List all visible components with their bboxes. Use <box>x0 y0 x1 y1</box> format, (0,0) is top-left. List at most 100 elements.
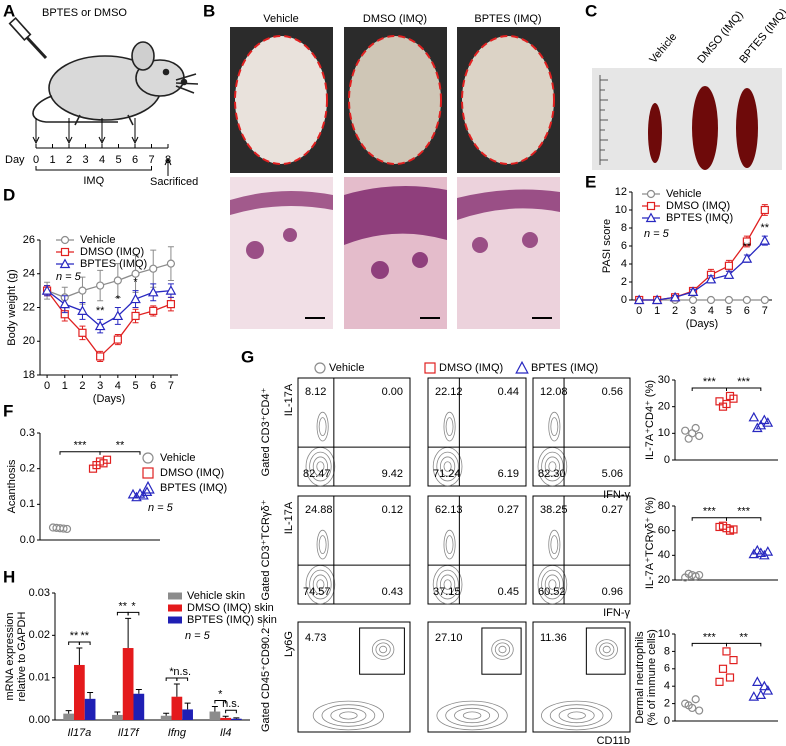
legend-label: Vehicle <box>80 234 115 246</box>
y-tick-label: 0.03 <box>29 587 50 599</box>
gate-value: 11.36 <box>540 632 567 644</box>
data-point <box>166 259 176 268</box>
contour <box>558 707 595 724</box>
contour <box>537 564 568 605</box>
legend-swatch <box>168 616 182 624</box>
contour <box>339 711 358 720</box>
panel-label: E <box>585 172 596 191</box>
y-tick-label: 0 <box>664 454 670 466</box>
panel-label: G <box>241 347 254 366</box>
y-tick-label: 20 <box>658 574 670 586</box>
significance-bracket <box>691 387 727 391</box>
legend-swatch <box>168 592 182 600</box>
y-tick-label: 2 <box>621 276 627 288</box>
y-tick-label: 20 <box>658 401 670 413</box>
timeline-tick-label: 6 <box>132 154 138 166</box>
significance-label: ** <box>118 600 127 612</box>
data-point <box>695 431 704 441</box>
data-point <box>127 488 139 499</box>
contour <box>491 639 514 660</box>
contour <box>318 535 327 554</box>
significance-bracket <box>176 677 189 682</box>
contour <box>548 579 557 590</box>
contour <box>549 704 604 727</box>
quadrant-value: 6.19 <box>498 468 519 480</box>
data-point <box>147 286 159 297</box>
contour <box>432 564 463 605</box>
legend-label: DMSO (IMQ) <box>160 467 224 479</box>
legend-marker <box>142 467 154 479</box>
y-tick-label: 26 <box>23 234 35 246</box>
y-tick-label: 4 <box>621 258 627 270</box>
contour <box>541 451 564 482</box>
contour <box>436 700 508 731</box>
x-axis-label: (Days) <box>686 318 718 330</box>
data-point <box>748 691 760 701</box>
significance-bracket <box>225 709 237 714</box>
data-point <box>688 295 698 305</box>
quadrant-value: 38.25 <box>540 504 568 516</box>
y-tick-label: 10 <box>658 628 670 640</box>
quadrant-value: 0.00 <box>382 386 403 398</box>
data-point <box>718 664 728 673</box>
contour <box>498 645 507 654</box>
data-point <box>633 294 645 305</box>
data-point <box>705 273 717 284</box>
contour <box>321 704 376 727</box>
significance-bracket <box>726 517 762 521</box>
data-point <box>48 523 58 532</box>
neutrophil-gate <box>585 627 626 675</box>
x-marker-label: IFN-γ <box>603 489 630 501</box>
contour <box>548 411 561 442</box>
y-axis-label: (% of immune cells) <box>646 629 658 726</box>
y-tick-label: 22 <box>23 301 35 313</box>
quadrant-value: 0.12 <box>382 504 403 516</box>
data-point <box>149 306 158 315</box>
bar <box>133 693 145 720</box>
data-point <box>762 417 774 427</box>
dose-arrowhead <box>131 136 139 145</box>
contour <box>599 642 615 657</box>
significance-label: ** <box>70 630 79 642</box>
data-point <box>762 546 774 556</box>
contour <box>548 461 557 472</box>
panel-label: C <box>585 1 597 20</box>
data-point <box>748 411 760 422</box>
x-tick-label: 2 <box>79 380 85 392</box>
data-point <box>722 647 731 656</box>
data-point <box>715 397 724 406</box>
quadrant-value: 12.08 <box>540 386 568 398</box>
gate-label: Gated CD3⁺TCRγδ⁺ <box>260 499 272 600</box>
quadrant-value: 60.52 <box>538 586 566 598</box>
significance-bracket <box>726 387 762 391</box>
flow-plot-frame <box>297 377 411 487</box>
y-tick-label: 8 <box>621 222 627 234</box>
flow-plot-frame <box>427 377 527 487</box>
quadrant-value: 8.12 <box>305 386 326 398</box>
error-bar <box>233 717 240 719</box>
y-tick-label: 10 <box>658 427 670 439</box>
significance-label: * <box>169 666 174 678</box>
significance-label: * <box>131 600 136 612</box>
contour <box>550 535 559 554</box>
contour <box>330 707 367 724</box>
significance-bracket <box>127 611 140 616</box>
legend-label: Vehicle <box>666 188 701 200</box>
legend-label: BPTES (IMQ) skin <box>187 614 277 626</box>
data-point <box>741 253 753 263</box>
x-tick-label: 5 <box>132 380 138 392</box>
y-tick-label: 4 <box>664 680 670 692</box>
significance-label: ** <box>80 630 89 642</box>
y-axis-label: IL-7A⁺CD4⁺ (%) <box>644 380 656 460</box>
contour <box>462 711 482 720</box>
panel-label: B <box>203 1 215 20</box>
y-tick-label: 0 <box>621 294 627 306</box>
y-tick-label: 20 <box>23 335 35 347</box>
data-point <box>681 699 690 708</box>
contour <box>445 704 499 727</box>
x-tick-label: 1 <box>654 305 660 317</box>
data-point <box>102 455 112 464</box>
dose-arrowhead <box>65 136 73 145</box>
data-point <box>760 295 769 305</box>
x-tick-label: Il17a <box>67 727 91 739</box>
